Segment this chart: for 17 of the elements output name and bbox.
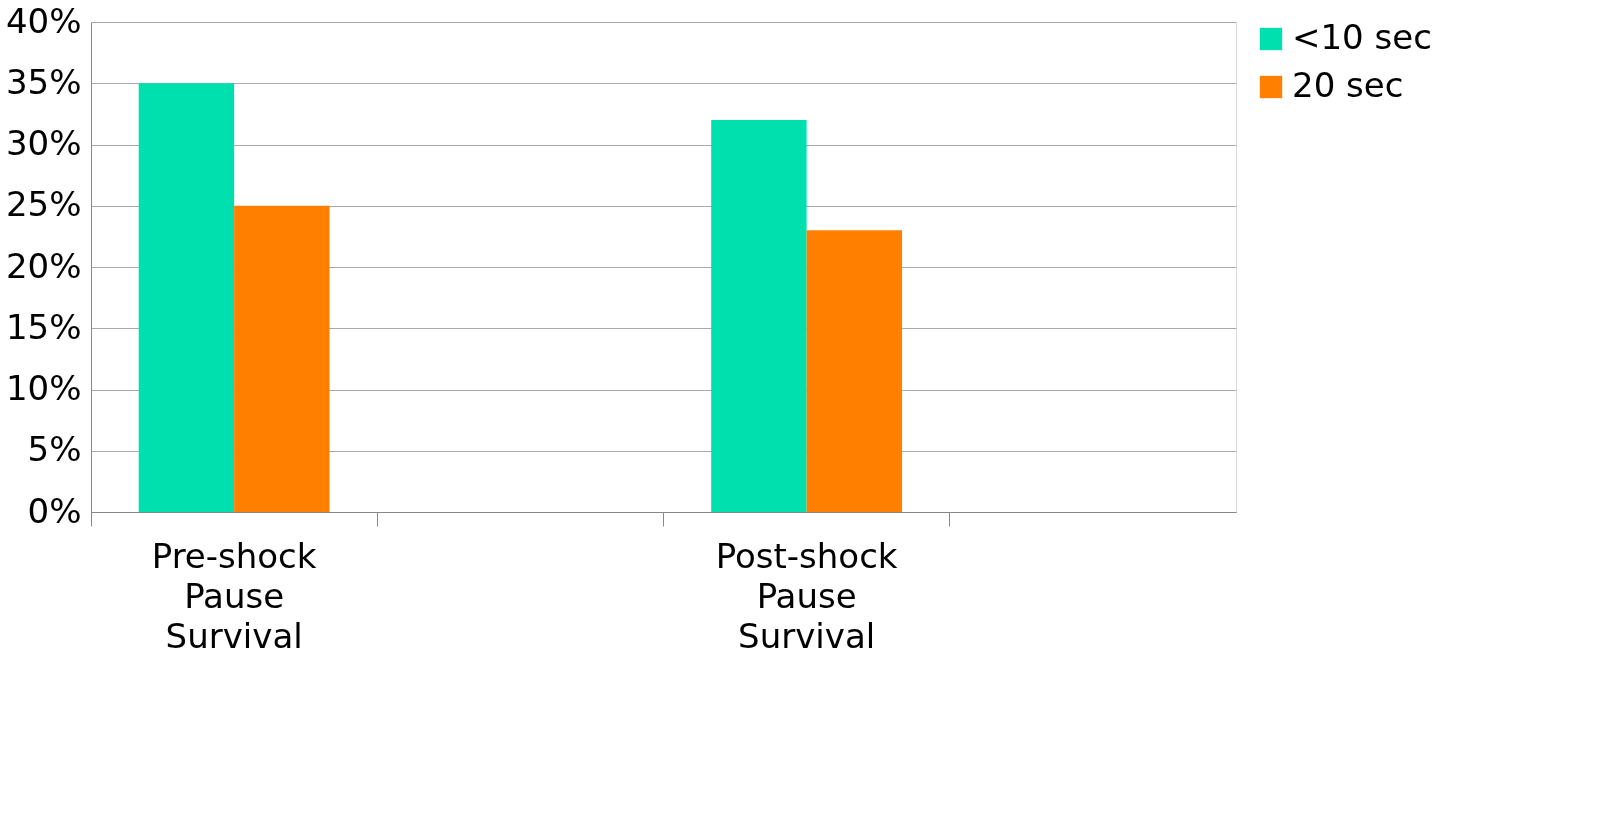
y-tick-label: 10% (5, 368, 82, 408)
legend-label: <10 sec (1292, 17, 1432, 57)
bar (138, 83, 235, 512)
y-tick-label: 5% (27, 429, 82, 470)
legend-label: 20 sec (1292, 65, 1404, 105)
bar (711, 120, 807, 512)
y-tick-label: 20% (5, 245, 82, 286)
y-tick-label: 0% (27, 490, 82, 531)
x-tick-label: Post-shock Pause Survival (715, 535, 898, 656)
y-tick-label: 35% (5, 61, 82, 102)
y-tick-label: 25% (5, 184, 82, 225)
y-tick-label: 15% (5, 306, 82, 347)
bar (234, 205, 330, 512)
x-tick-label: Pre-shock Pause Survival (151, 535, 317, 656)
y-tick-label: 30% (5, 123, 82, 163)
y-tick-label: 40% (5, 0, 82, 41)
bar (806, 230, 903, 512)
